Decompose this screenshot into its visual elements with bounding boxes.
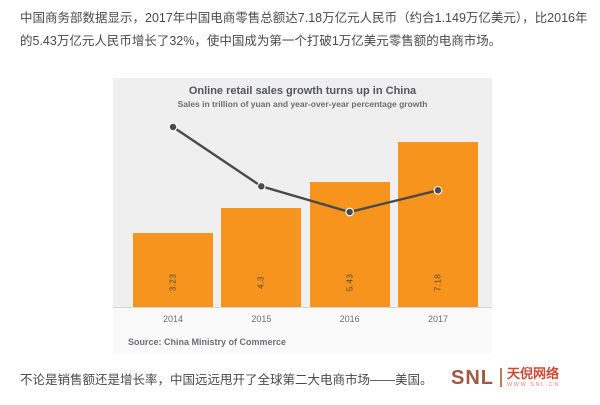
line-point-2016: [345, 207, 355, 217]
line-point-2017: [433, 185, 443, 195]
x-axis-label-2016: 2016: [339, 314, 360, 324]
chart-card: Online retail sales growth turns up in C…: [113, 78, 492, 354]
chart-subtitle: Sales in trillion of yuan and year-over-…: [177, 99, 428, 109]
logo-divider: [500, 368, 503, 387]
line-point-2015: [256, 181, 266, 191]
snl-logo-cn-name: 天倪网络: [507, 366, 560, 381]
x-axis-label-2014: 2014: [162, 314, 184, 324]
chart-source: Source: China Ministry of Commerce: [128, 337, 287, 347]
snl-logo-letters: SNL: [451, 366, 495, 389]
growth-line: [172, 126, 439, 214]
bar-2015: [221, 208, 302, 307]
line-point-2014: [168, 122, 178, 132]
bar-2017: [397, 142, 478, 307]
snl-logo: SNL 天倪网络 WWW.SNL.CN: [451, 367, 560, 388]
x-axis-label-2017: 2017: [427, 314, 448, 324]
intro-paragraph: 中国商务部数据显示，2017年中国电商零售总额达7.18万亿元人民币（约合1.1…: [20, 11, 588, 48]
growth-line-chart: [168, 122, 443, 217]
chart-plot-area: Online retail sales growth turns up in C…: [113, 78, 492, 308]
closing-paragraph: 不论是销售额还是增长率，中国远远甩开了全球第二大电商市场——美国。: [20, 373, 433, 387]
chart-title: Online retail sales growth turns up in C…: [188, 85, 417, 97]
snl-logo-url: WWW.SNL.CN: [507, 382, 560, 388]
bar-2014: [133, 232, 213, 307]
x-axis-label-2015: 2015: [251, 314, 272, 324]
